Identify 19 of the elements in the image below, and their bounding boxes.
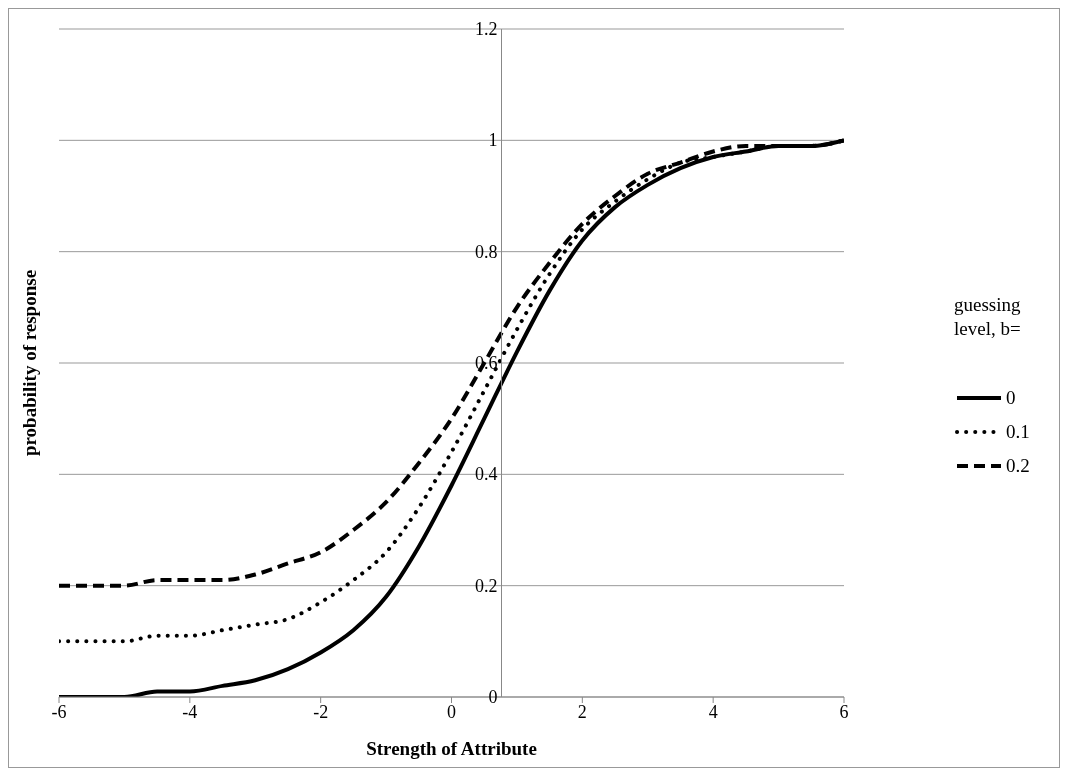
x-tick-label: 2 — [577, 701, 587, 722]
x-tick-label: -6 — [51, 701, 67, 722]
x-tick-label: -4 — [182, 701, 198, 722]
y-tick-label: 0 — [488, 687, 498, 707]
y-tick-label: 0.4 — [475, 464, 498, 485]
legend-label: 0.2 — [1006, 455, 1030, 477]
y-tick-label: 1 — [488, 130, 498, 151]
y-tick-label: 0.2 — [475, 575, 498, 596]
legend-title: guessing level, b= — [954, 293, 1022, 341]
x-axis-title: Strength of Attribute — [366, 738, 537, 759]
legend-label: 0 — [1006, 387, 1016, 409]
x-tick-label: 4 — [708, 701, 718, 722]
y-axis-title: probability of response — [18, 269, 40, 457]
x-tick-label: 0 — [447, 701, 456, 722]
x-tick-label: -2 — [313, 701, 329, 722]
x-tick-label: 6 — [839, 701, 849, 722]
legend-label: 0.1 — [1006, 421, 1030, 443]
y-tick-label: 0.8 — [475, 241, 498, 262]
y-tick-label: 1.2 — [475, 19, 498, 39]
